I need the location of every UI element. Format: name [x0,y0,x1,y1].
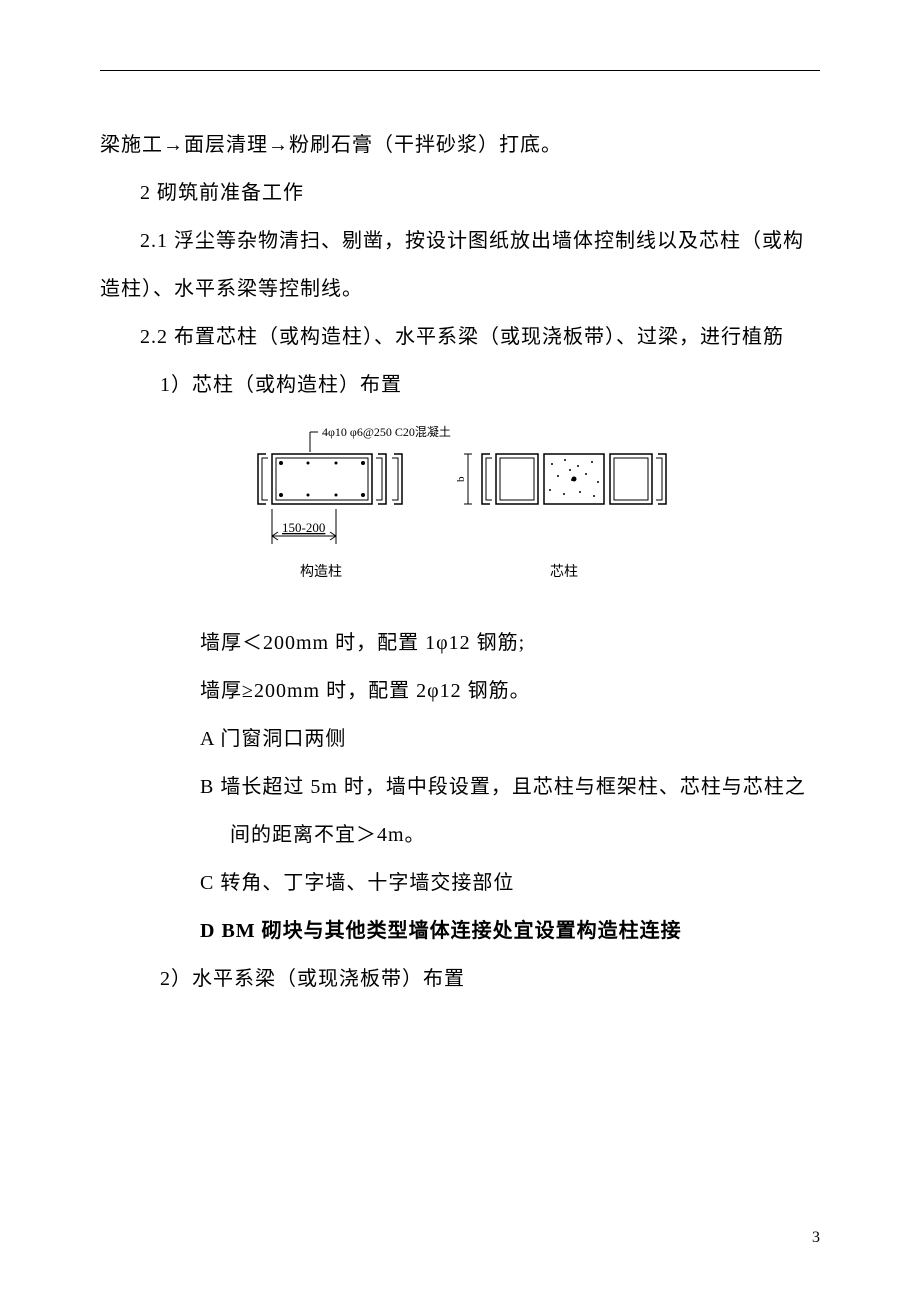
section-2-heading: 2 砌筑前准备工作 [100,169,820,217]
list-item-b: B 墙长超过 5m 时，墙中段设置，且芯柱与框架柱、芯柱与芯柱之间的距离不宜＞4… [200,763,820,859]
spec-block: 墙厚＜200mm 时，配置 1φ12 钢筋; 墙厚≥200mm 时，配置 2φ1… [100,619,820,715]
diagram-container: 4φ10 φ6@250 C20混凝土 [100,424,820,594]
page-number: 3 [812,1229,820,1247]
diagram-dimension: 150-200 [282,520,325,535]
document-page: 梁施工→面层清理→粉刷石膏（干拌砂浆）打底。 2 砌筑前准备工作 2.1 浮尘等… [0,0,920,1302]
list-item-d: D BM 砌块与其他类型墙体连接处宜设置构造柱连接 [200,907,820,955]
diagram-label-left: 构造柱 [300,564,342,580]
column-diagram: 4φ10 φ6@250 C20混凝土 [250,424,670,594]
section-2-2: 2.2 布置芯柱（或构造柱）、水平系梁（或现浇板带）、过梁，进行植筋 [100,313,820,361]
spec-line-2: 墙厚≥200mm 时，配置 2φ12 钢筋。 [100,667,820,715]
header-rule [100,70,820,71]
paragraph-continuation: 梁施工→面层清理→粉刷石膏（干拌砂浆）打底。 [100,121,820,169]
item-1-heading: 1）芯柱（或构造柱）布置 [100,361,820,409]
diagram-annotation: 4φ10 φ6@250 C20混凝土 [322,424,451,439]
list-item-c: C 转角、丁字墙、十字墙交接部位 [200,859,820,907]
item-2-heading: 2）水平系梁（或现浇板带）布置 [100,955,820,1003]
list-item-a: A 门窗洞口两侧 [200,715,820,763]
section-2-1: 2.1 浮尘等杂物清扫、剔凿，按设计图纸放出墙体控制线以及芯柱（或构造柱）、水平… [100,217,820,313]
diagram-vdim: b [455,476,467,482]
diagram-label-right: 芯柱 [550,564,578,580]
spec-line-1: 墙厚＜200mm 时，配置 1φ12 钢筋; [100,619,820,667]
